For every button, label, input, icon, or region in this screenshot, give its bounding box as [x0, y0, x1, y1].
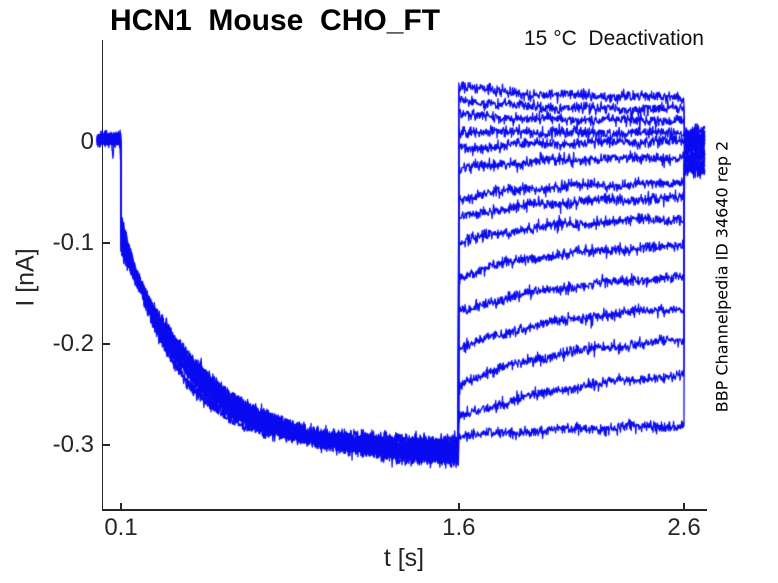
- watermark-label: BBP Channelpedia ID 34640 rep 2: [712, 140, 732, 413]
- chart-subtitle: 15 °C Deactivation: [524, 27, 704, 50]
- x-axis-label: t [s]: [383, 544, 425, 572]
- y-axis-label: I [nA]: [11, 248, 40, 307]
- chart-title: HCN1 Mouse CHO_FT: [110, 4, 441, 37]
